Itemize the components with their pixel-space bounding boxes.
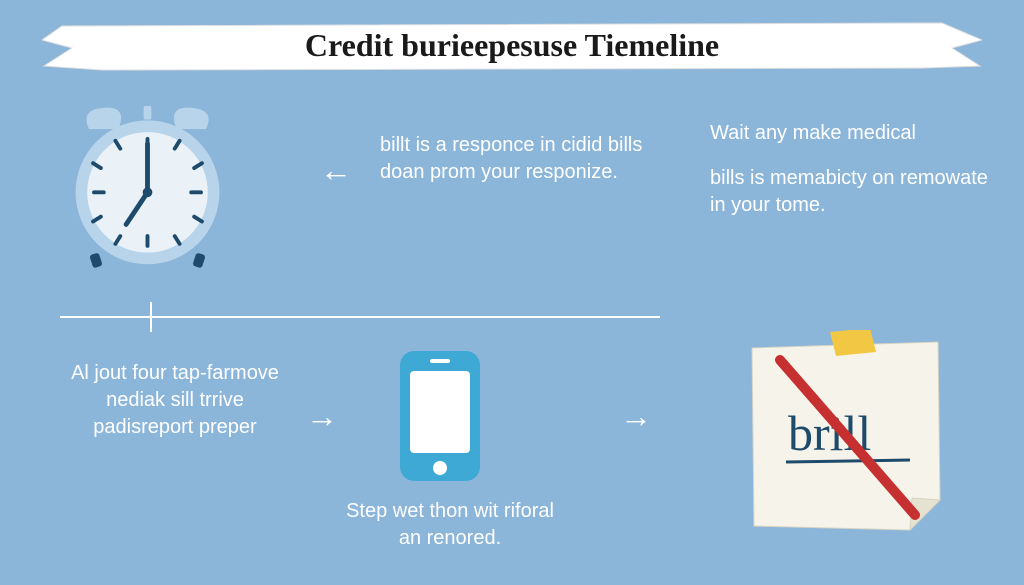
page-title: Credit burieepesuse Tiemeline [42,18,982,72]
arrow-right-2-icon: → [620,398,652,435]
top-caption-2: Wait any make medical bills is memabicty… [710,120,990,219]
title-banner: Credit burieepesuse Tiemeline [42,18,982,72]
arrow-left-icon: ← [320,152,352,189]
bottom-caption-2: Step wet thon wit riforal an renored. [340,498,560,552]
timeline-axis [60,316,660,318]
alarm-clock-icon [60,100,235,275]
timeline-tick [150,302,152,332]
top-caption-2b: bills is memabicty on remowate in your t… [710,165,990,219]
top-caption-2a: Wait any make medical [710,122,916,144]
phone-icon [390,346,490,486]
bottom-caption-1: Al jout four tap-farmove nediak sill trr… [60,360,290,441]
bill-note-icon: brill [740,330,950,540]
arrow-right-1-icon: → [306,398,338,435]
top-caption-1: billt is a responce in cidid bills doan … [380,132,650,186]
